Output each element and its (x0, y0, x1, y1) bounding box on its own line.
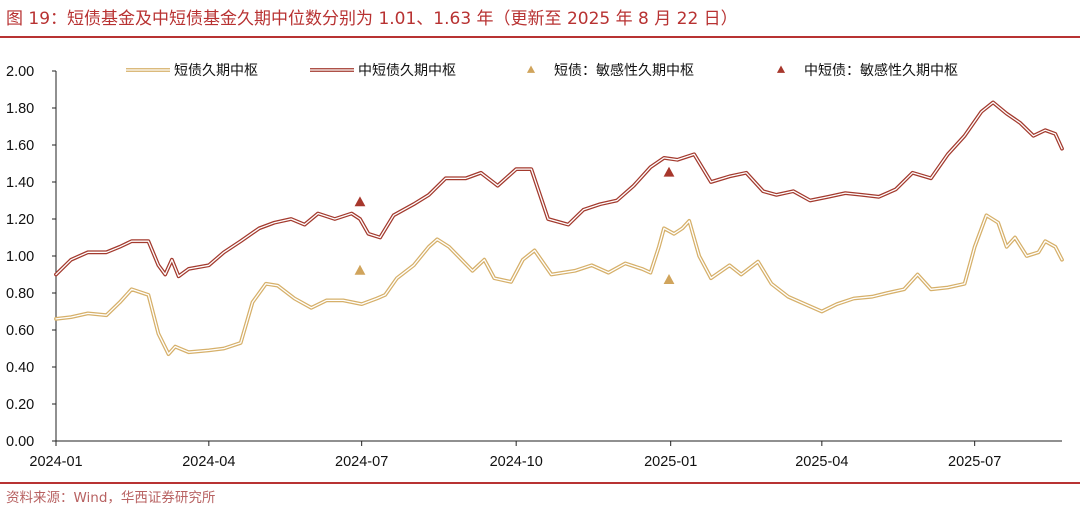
figure-title: 图 19：短债基金及中短债基金久期中位数分别为 1.01、1.63 年（更新至 … (6, 9, 738, 29)
sensitivity-marker (354, 196, 366, 207)
y-tick-label: 0.80 (6, 286, 34, 302)
legend-swatch (526, 65, 536, 73)
x-tick-label: 2024-04 (182, 454, 235, 470)
y-tick-label: 1.00 (6, 249, 34, 265)
y-tick-label: 0.40 (6, 360, 34, 376)
sensitivity-marker (663, 274, 675, 284)
series-line-inner (55, 214, 1063, 355)
legend-label: 短债：敏感性久期中枢 (554, 62, 694, 78)
x-axis: 2024-01 2024-04 2024-07 2024-10 2025-01 2025-… (29, 440, 1062, 470)
y-tick-label: 0.20 (6, 397, 34, 413)
legend-label: 中短债久期中枢 (358, 62, 456, 78)
y-tick-label: 1.20 (6, 212, 34, 228)
legend: 短债久期中枢 中短债久期中枢 短债：敏感性久期中枢 中短债：敏感性久期中枢 (126, 62, 958, 78)
series-line-inner (55, 101, 1063, 277)
source-rule (0, 482, 1080, 484)
series-line-outer (54, 213, 1064, 356)
title-rule (0, 36, 1080, 38)
y-tick-label: 0.00 (6, 434, 34, 450)
source-note: 资料来源：Wind，华西证券研究所 (6, 490, 216, 506)
y-tick-label: 0.60 (6, 323, 34, 339)
x-tick-label: 2025-04 (795, 454, 848, 470)
y-tick-label: 2.00 (6, 64, 34, 80)
x-tick-label: 2025-01 (644, 454, 697, 470)
series-line-outer (54, 100, 1064, 279)
y-tick-label: 1.80 (6, 101, 34, 117)
sensitivity-marker (354, 264, 366, 275)
series-layer (54, 100, 1064, 356)
legend-swatch (776, 65, 786, 73)
y-tick-label: 1.40 (6, 175, 34, 191)
x-tick-label: 2024-07 (335, 454, 388, 470)
x-tick-label: 2025-07 (948, 454, 1001, 470)
x-tick-label: 2024-01 (29, 454, 82, 470)
duration-line-chart: 0.00 0.20 0.40 0.60 0.80 1.00 1.20 1.40 1.60 1.80… (6, 62, 1064, 470)
legend-label: 中短债：敏感性久期中枢 (804, 62, 958, 78)
legend-label: 短债久期中枢 (174, 62, 258, 78)
x-tick-label: 2024-10 (490, 454, 543, 470)
y-axis: 0.00 0.20 0.40 0.60 0.80 1.00 1.20 1.40 1.60 1.80… (6, 64, 57, 450)
sensitivity-marker (663, 166, 675, 177)
marker-layer (354, 166, 675, 284)
y-tick-label: 1.60 (6, 138, 34, 154)
